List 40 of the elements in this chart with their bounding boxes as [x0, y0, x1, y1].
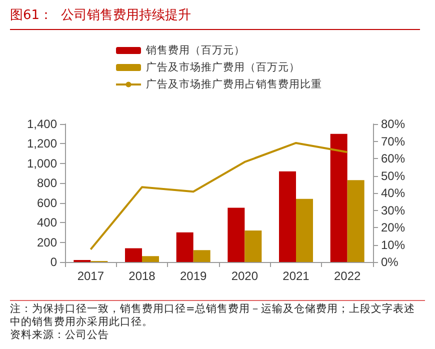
y-tick-label: 0 [50, 255, 58, 269]
bar [347, 180, 364, 262]
y-tick-label: 400 [36, 216, 58, 230]
bar [244, 230, 262, 262]
text: 资料来源：公司公告 [10, 329, 110, 342]
chart-title: 图61： 公司销售费用持续提升 [10, 6, 420, 30]
y-tick-label: 1,200 [26, 136, 58, 151]
legend-label: 销售费用（百万元） [145, 44, 245, 56]
y-tick-label: 600 [36, 196, 58, 210]
y2-tick-label: 80% [381, 117, 406, 131]
y2-tick-label: 50% [381, 168, 406, 183]
x-tick-label: 2022 [334, 269, 362, 283]
legend-label: 广告及市场推广费用（百万元） [146, 60, 300, 74]
y2-tick-label: 10% [381, 238, 406, 252]
bar [296, 198, 313, 262]
y2-tick-label: 30% [381, 203, 406, 218]
y2-tick-label: 60% [381, 152, 406, 166]
x-tick-label: 2018 [128, 269, 156, 283]
bar [142, 256, 159, 262]
x-tick-label: 2021 [282, 269, 310, 283]
bar [330, 134, 348, 262]
bar [228, 208, 245, 262]
legend-label: 广告及市场推广费用占销售费用比重 [146, 78, 322, 90]
y-tick-label: 1,000 [26, 156, 58, 170]
bar [279, 171, 296, 262]
x-tick-label: 2017 [77, 269, 104, 283]
text: 注：为保持口径一致，销售费用口径=总销售费用－运输及仓储费用；上段文字表述中的销售费用亦采用此口径。 [10, 303, 416, 329]
bar [176, 232, 194, 262]
y-tick-label: 1,400 [26, 117, 58, 131]
y2-tick-label: 40% [381, 186, 406, 200]
y-tick-label: 800 [36, 176, 58, 190]
bar [193, 250, 210, 262]
y2-tick-label: 70% [381, 134, 406, 148]
bar [125, 248, 142, 262]
y2-tick-label: 20% [381, 220, 406, 234]
x-tick-label: 2019 [180, 269, 208, 283]
y-tick-label: 200 [36, 235, 58, 250]
x-tick-label: 2020 [231, 269, 258, 283]
line-series [90, 142, 348, 250]
y2-tick-label: 0% [381, 255, 399, 269]
